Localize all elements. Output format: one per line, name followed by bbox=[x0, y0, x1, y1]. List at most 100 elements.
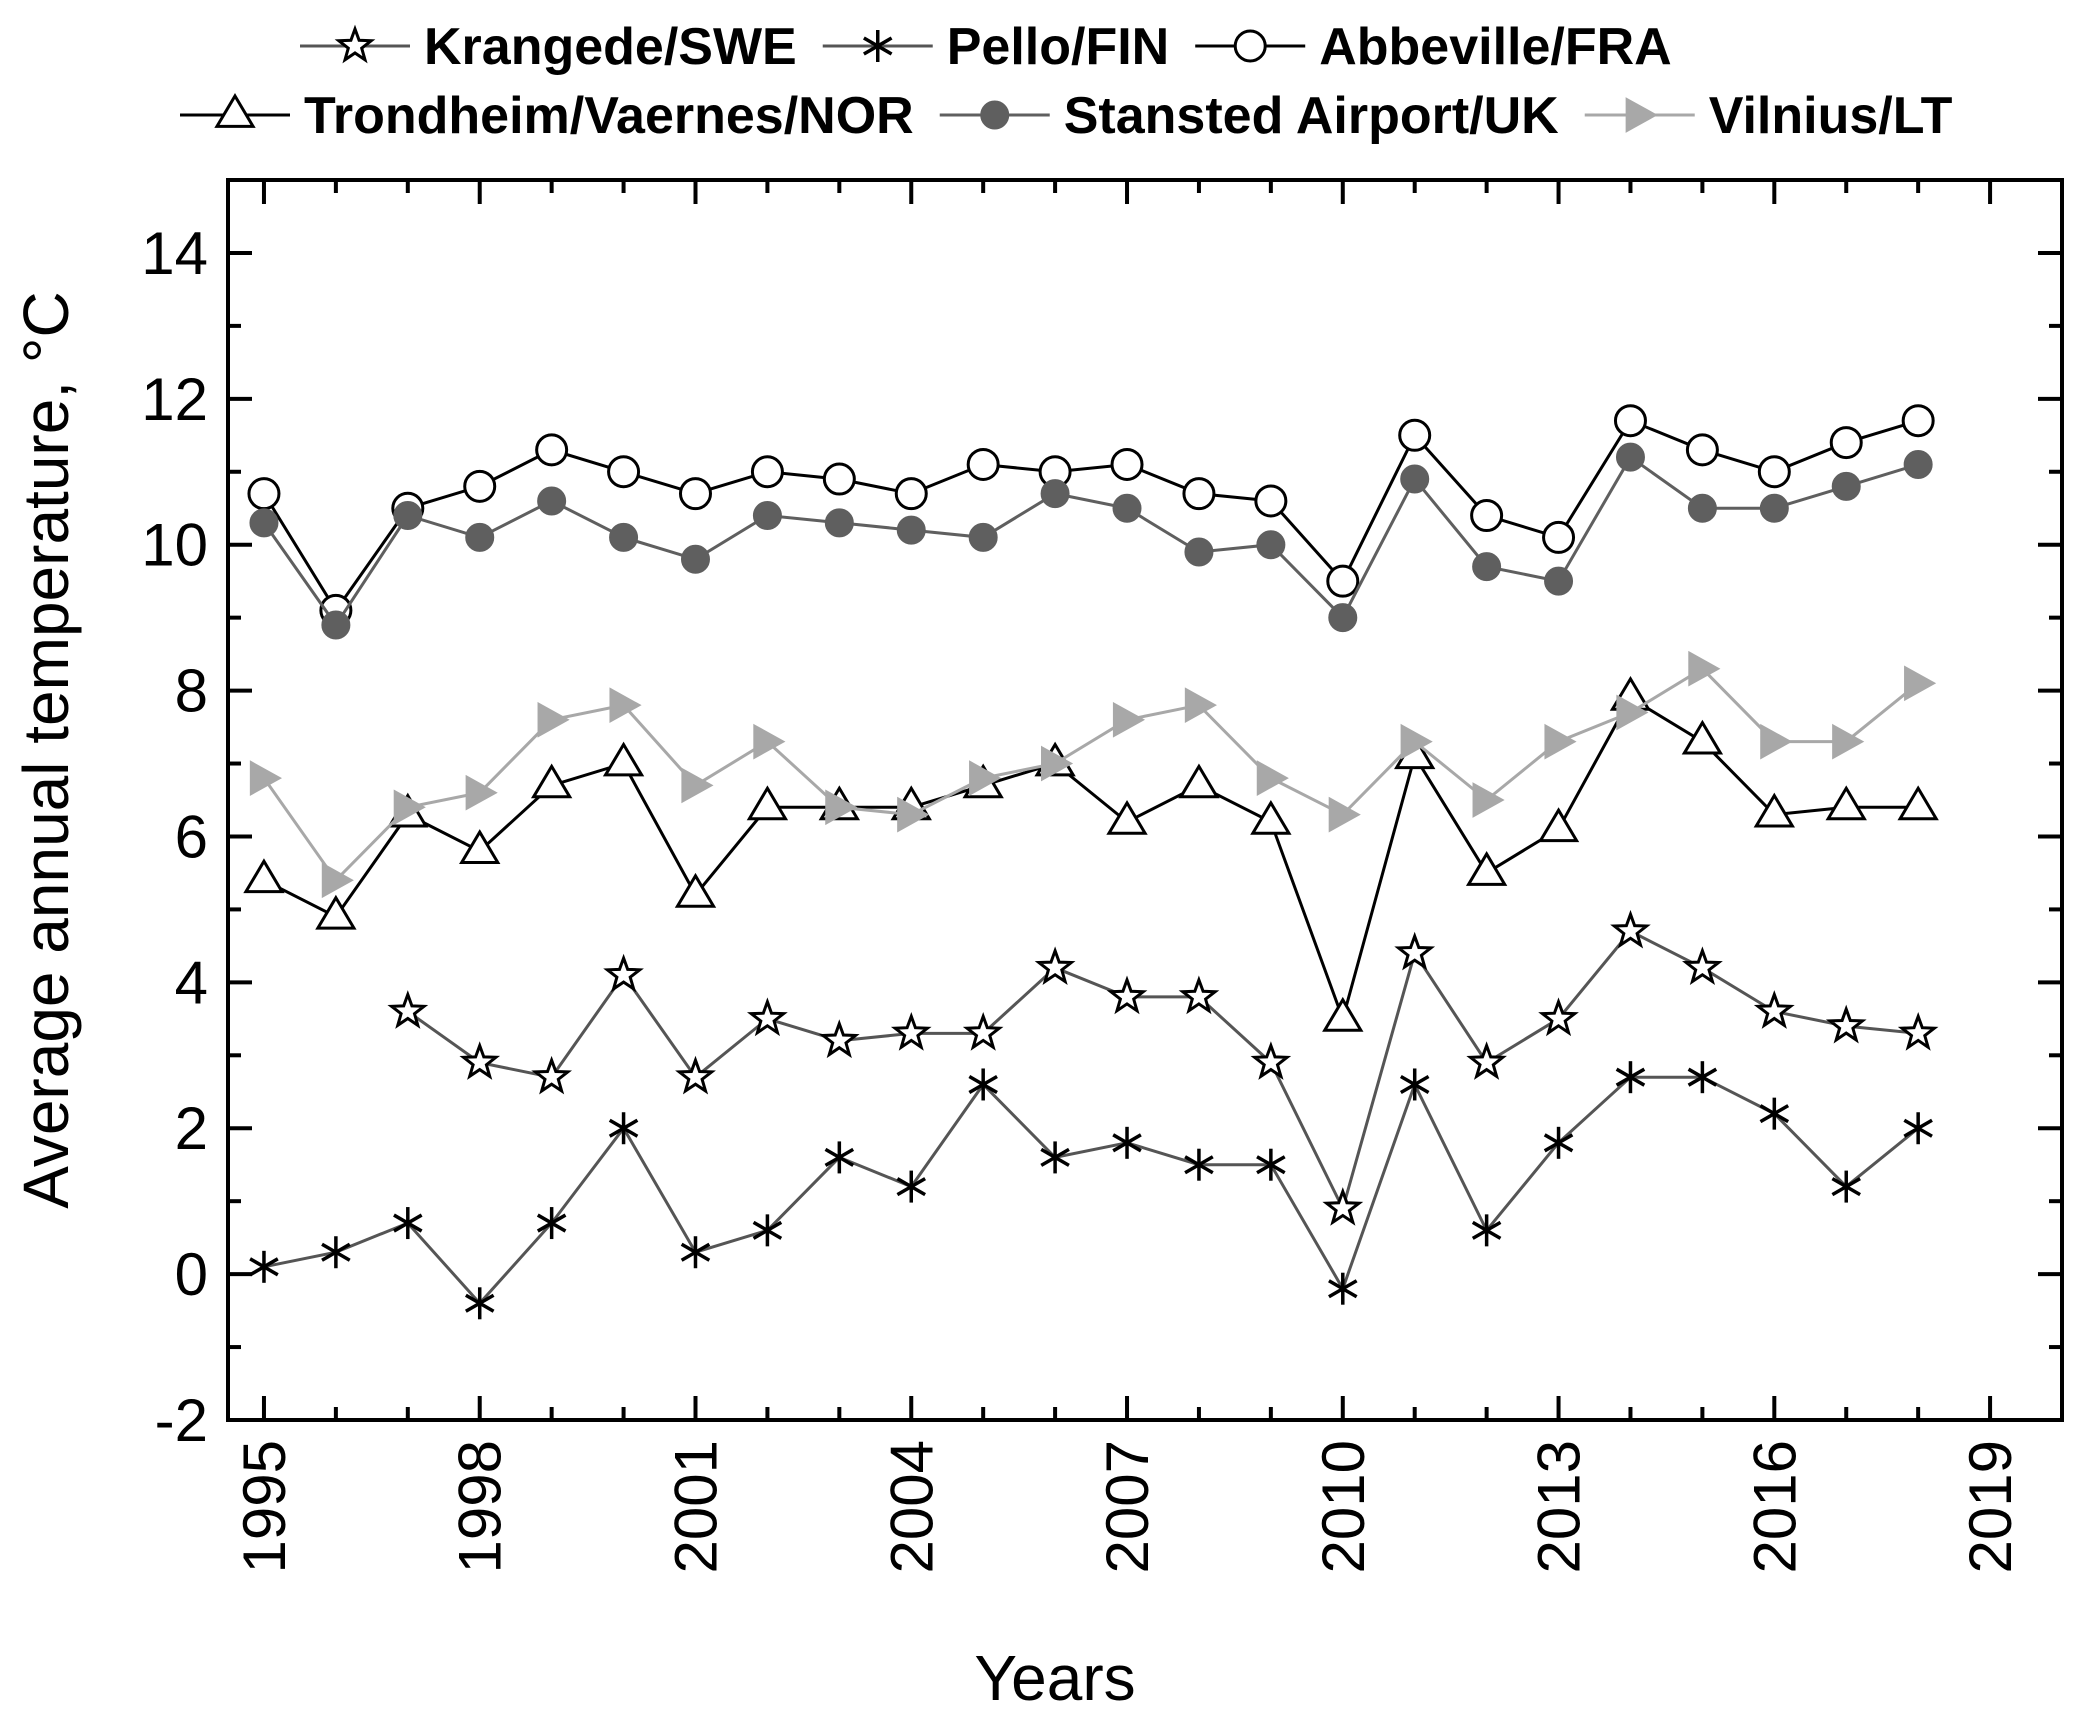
legend-marker bbox=[1233, 29, 1267, 63]
data-point-pello-fin bbox=[752, 1214, 783, 1247]
data-point-krangede-swe bbox=[1825, 1004, 1867, 1044]
data-point-pello-fin bbox=[968, 1068, 998, 1101]
legend-label: Trondheim/Vaernes/NOR bbox=[304, 87, 914, 145]
data-point-abbeville-fra bbox=[966, 447, 1000, 481]
data-point-trondheim-vaernes-nor bbox=[674, 872, 717, 908]
data-point-stansted-airport-uk bbox=[968, 522, 998, 552]
data-point-pello-fin bbox=[896, 1170, 926, 1203]
data-point-abbeville-fra bbox=[1470, 499, 1504, 533]
data-point-pello-fin bbox=[393, 1207, 423, 1240]
series-vilnius-lt bbox=[249, 650, 1937, 899]
data-point-vilnius-lt bbox=[609, 687, 642, 724]
data-point-vilnius-lt bbox=[537, 701, 570, 738]
data-point-abbeville-fra bbox=[463, 469, 497, 503]
series-abbeville-fra bbox=[247, 404, 1935, 627]
data-point-vilnius-lt bbox=[825, 789, 858, 826]
data-point-krangede-swe bbox=[746, 997, 788, 1037]
data-point-pello-fin bbox=[1184, 1148, 1214, 1181]
y-axis-title: Average annual temperature, °C bbox=[10, 291, 82, 1208]
data-point-stansted-airport-uk bbox=[1256, 530, 1286, 560]
legend-label: Vilnius/LT bbox=[1709, 87, 1953, 145]
data-point-krangede-swe bbox=[1897, 1012, 1939, 1051]
data-point-abbeville-fra bbox=[1398, 418, 1432, 452]
legend-label: Krangede/SWE bbox=[424, 18, 797, 76]
data-point-krangede-swe bbox=[1322, 1187, 1364, 1226]
y-tick-label: 6 bbox=[175, 803, 208, 870]
series-stansted-airport-uk bbox=[249, 442, 1933, 640]
data-point-trondheim-vaernes-nor bbox=[1825, 785, 1867, 821]
y-tick-label: 4 bbox=[175, 949, 208, 1016]
data-point-pello-fin bbox=[1759, 1097, 1790, 1130]
data-point-krangede-swe bbox=[1538, 997, 1579, 1037]
data-point-stansted-airport-uk bbox=[1903, 449, 1933, 479]
data-point-abbeville-fra bbox=[1542, 520, 1576, 554]
data-point-stansted-airport-uk bbox=[609, 522, 639, 552]
legend-marker bbox=[334, 24, 376, 64]
y-tick-label: 0 bbox=[175, 1241, 208, 1308]
data-point-vilnius-lt bbox=[249, 760, 282, 796]
data-point-abbeville-fra bbox=[678, 477, 712, 511]
data-point-trondheim-vaernes-nor bbox=[1465, 851, 1508, 886]
data-point-abbeville-fra bbox=[1757, 455, 1791, 489]
data-point-stansted-airport-uk bbox=[537, 486, 567, 516]
data-point-pello-fin bbox=[464, 1287, 495, 1320]
series-line-krangede-swe bbox=[406, 929, 1919, 1213]
data-point-abbeville-fra bbox=[1685, 433, 1719, 467]
legend-label: Abbeville/FRA bbox=[1319, 18, 1672, 76]
legend-item-abbeville-fra: Abbeville/FRA bbox=[1195, 18, 1672, 76]
data-point-vilnius-lt bbox=[1400, 723, 1433, 760]
data-point-abbeville-fra bbox=[1613, 404, 1647, 438]
data-point-abbeville-fra bbox=[750, 455, 784, 489]
axes: -2 0 2 4 6 8 10 12 14 1995 1998 2001 2004 2007 2010 201… bbox=[141, 178, 2064, 1573]
legend-item-krangede-swe: Krangede/SWE bbox=[300, 18, 797, 76]
data-point-vilnius-lt bbox=[1184, 687, 1217, 724]
y-tick-label: -2 bbox=[155, 1387, 208, 1454]
data-point-krangede-swe bbox=[1178, 975, 1220, 1015]
data-point-stansted-airport-uk bbox=[1184, 537, 1214, 567]
data-point-vilnius-lt bbox=[1040, 745, 1074, 782]
data-point-krangede-swe bbox=[1394, 931, 1436, 971]
legend-label: Pello/FIN bbox=[947, 18, 1169, 76]
data-point-pello-fin bbox=[321, 1236, 351, 1269]
legend-item-stansted-airport-uk: Stansted Airport/UK bbox=[939, 87, 1559, 145]
data-point-pello-fin bbox=[1903, 1112, 1933, 1145]
data-point-abbeville-fra bbox=[607, 455, 641, 489]
data-point-krangede-swe bbox=[387, 990, 429, 1029]
data-point-vilnius-lt bbox=[1688, 650, 1721, 687]
x-tick-label: 2007 bbox=[1094, 1440, 1161, 1573]
data-point-stansted-airport-uk bbox=[1544, 566, 1574, 596]
y-tick-label: 10 bbox=[141, 512, 208, 579]
data-point-abbeville-fra bbox=[1829, 426, 1863, 460]
data-point-trondheim-vaernes-nor bbox=[1250, 799, 1292, 835]
data-point-krangede-swe bbox=[1466, 1041, 1507, 1080]
data-point-vilnius-lt bbox=[1544, 723, 1577, 760]
x-tick-label: 1995 bbox=[231, 1440, 298, 1573]
data-point-trondheim-vaernes-nor bbox=[1753, 792, 1795, 828]
data-point-stansted-airport-uk bbox=[465, 522, 495, 552]
data-point-stansted-airport-uk bbox=[680, 544, 710, 574]
data-point-vilnius-lt bbox=[681, 767, 714, 804]
x-tick-label: 2016 bbox=[1741, 1440, 1808, 1573]
data-point-krangede-swe bbox=[1682, 946, 1723, 986]
y-tick-label: 14 bbox=[141, 220, 208, 287]
data-point-stansted-airport-uk bbox=[1615, 442, 1645, 472]
data-point-stansted-airport-uk bbox=[321, 610, 351, 640]
data-point-abbeville-fra bbox=[894, 477, 928, 511]
data-point-krangede-swe bbox=[459, 1041, 501, 1080]
legend-marker bbox=[1625, 97, 1658, 133]
data-point-trondheim-vaernes-nor bbox=[1178, 763, 1220, 799]
data-point-abbeville-fra bbox=[1326, 564, 1360, 598]
x-tick-label: 2019 bbox=[1957, 1440, 2024, 1573]
data-point-pello-fin bbox=[1471, 1214, 1502, 1247]
data-point-krangede-swe bbox=[1034, 946, 1076, 986]
data-point-krangede-swe bbox=[603, 953, 644, 993]
data-point-krangede-swe bbox=[675, 1055, 716, 1095]
data-point-stansted-airport-uk bbox=[1328, 603, 1358, 633]
data-point-vilnius-lt bbox=[1472, 782, 1505, 818]
x-tick-label: 2001 bbox=[662, 1440, 729, 1573]
data-point-vilnius-lt bbox=[1256, 760, 1289, 796]
data-point-krangede-swe bbox=[1753, 990, 1795, 1029]
series-line-trondheim-vaernes-nor bbox=[263, 695, 1919, 1024]
data-point-pello-fin bbox=[824, 1141, 855, 1174]
data-point-stansted-airport-uk bbox=[824, 508, 854, 538]
